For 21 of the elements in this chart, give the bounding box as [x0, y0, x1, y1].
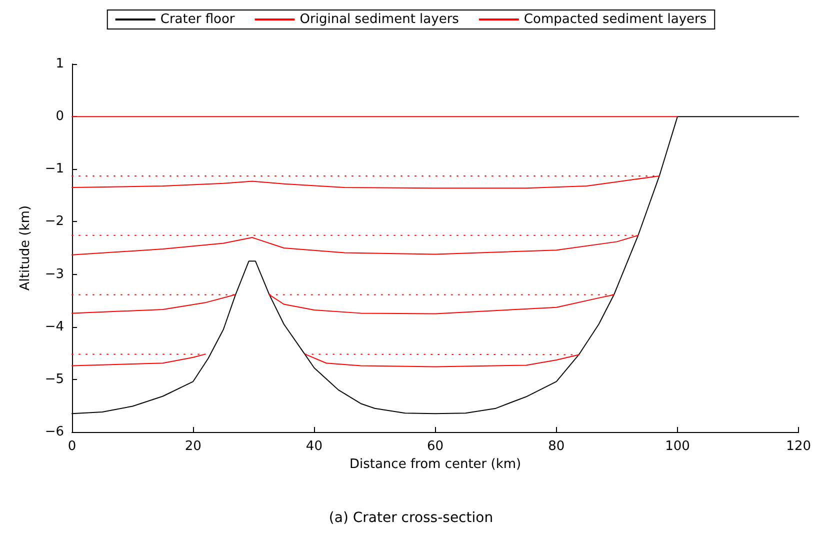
legend-label: Crater floor: [160, 12, 236, 27]
y-tick-label: −3: [44, 266, 64, 282]
x-tick-label: 0: [68, 439, 76, 454]
y-tick-label: −4: [44, 319, 64, 334]
y-tick-label: −2: [44, 214, 64, 230]
text: (a) Crater cross-section: [328, 510, 494, 526]
y-tick-label: 0: [56, 109, 64, 124]
x-tick-label: 120: [786, 439, 812, 454]
x-tick-label: 20: [184, 439, 202, 454]
x-tick-label: 60: [427, 439, 444, 454]
y-tick-label: −6: [44, 424, 64, 440]
legend-label: Original sediment layers: [300, 12, 460, 27]
y-tick-label: −5: [44, 372, 64, 387]
x-tick-label: 40: [306, 439, 322, 454]
legend-label: Compacted sediment layers: [524, 12, 707, 27]
y-tick-label: 1: [56, 56, 64, 72]
x-tick-label: 100: [665, 439, 690, 454]
x-axis-title: Distance from center (km): [349, 456, 522, 472]
x-tick-label: 80: [548, 439, 565, 454]
y-axis-title: Altitude (km): [18, 205, 33, 291]
y-tick-label: −1: [44, 162, 64, 177]
